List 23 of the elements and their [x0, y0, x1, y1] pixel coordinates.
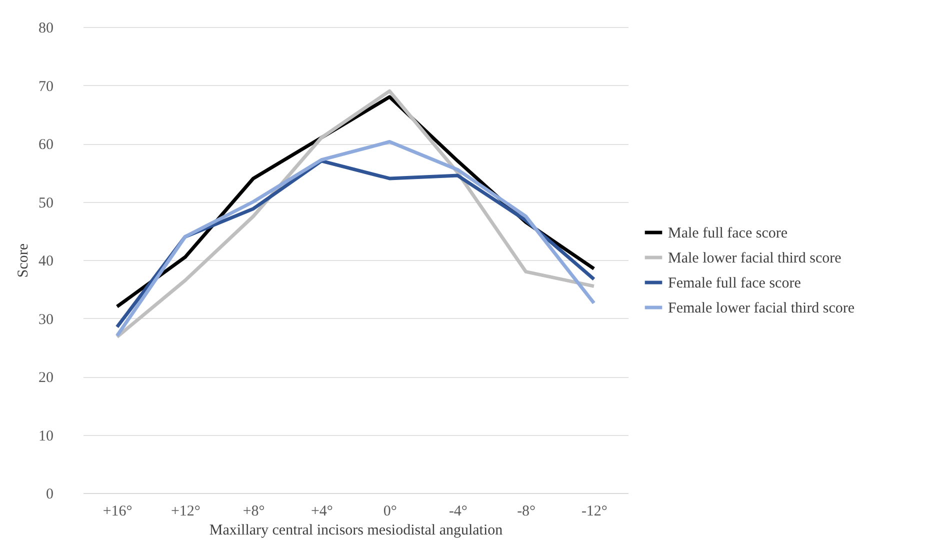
x-tick-label: +16°: [102, 504, 132, 520]
x-tick-label: -8°: [517, 504, 536, 520]
legend-label: Male lower facial third score: [668, 250, 842, 266]
y-tick-label: 20: [38, 370, 54, 386]
legend-label: Female lower facial third score: [668, 300, 855, 316]
legend-label: Female full face score: [668, 276, 802, 292]
y-tick-label: 60: [38, 137, 54, 153]
y-tick-label: 30: [38, 312, 54, 328]
x-tick-label: 0°: [383, 504, 397, 520]
y-tick-label: 10: [38, 428, 54, 444]
x-axis-title: Maxillary central incisors mesiodistal angulation: [209, 522, 504, 538]
x-tick-label: +8°: [242, 504, 265, 520]
y-tick-label: 0: [46, 486, 54, 502]
y-axis-title: Score: [16, 243, 32, 278]
x-tick-label: -4°: [448, 504, 468, 520]
y-tick-label: 50: [38, 195, 54, 212]
y-tick-label: 80: [38, 20, 54, 36]
x-tick-label: -12°: [581, 504, 608, 520]
legend-label: Male full face score: [668, 226, 788, 242]
x-tick-label: +4°: [310, 504, 333, 520]
x-tick-label: +12°: [170, 504, 200, 520]
y-tick-label: 40: [38, 254, 54, 270]
y-tick-label: 70: [38, 78, 54, 95]
